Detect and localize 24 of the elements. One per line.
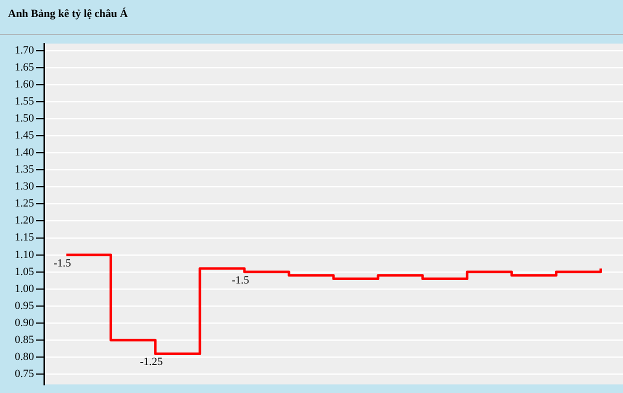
y-tick-label: 0.85 — [14, 334, 34, 346]
y-tick-label: 1.05 — [14, 266, 34, 278]
y-tick-label: 1.40 — [14, 146, 34, 159]
y-tick-label: 1.55 — [14, 95, 34, 108]
y-tick-label: 1.00 — [14, 282, 34, 295]
y-tick-label: 1.10 — [14, 248, 34, 261]
y-tick-label: 0.75 — [14, 368, 34, 380]
y-tick-label: 1.65 — [14, 61, 34, 74]
y-tick-label: 1.70 — [14, 44, 34, 56]
y-tick-label: 0.90 — [14, 316, 34, 329]
y-tick-label: 1.45 — [14, 130, 34, 142]
chart-title: Anh Bảng kê tỷ lệ châu Á — [0, 0, 623, 35]
y-tick-label: 1.60 — [14, 78, 34, 90]
y-tick-label: 1.25 — [14, 198, 34, 210]
y-tick-label: 1.15 — [14, 232, 34, 244]
annotation: -1.5 — [232, 274, 250, 286]
y-tick-label: 0.95 — [14, 300, 34, 312]
y-tick-label: 1.20 — [14, 214, 34, 227]
y-tick-label: 1.30 — [14, 180, 34, 193]
y-tick-label: 1.35 — [14, 164, 34, 176]
y-tick-label: 1.50 — [14, 112, 34, 124]
y-tick-label: 0.80 — [14, 351, 34, 364]
annotation: -1.5 — [54, 257, 72, 270]
annotation: -1.25 — [140, 356, 164, 368]
